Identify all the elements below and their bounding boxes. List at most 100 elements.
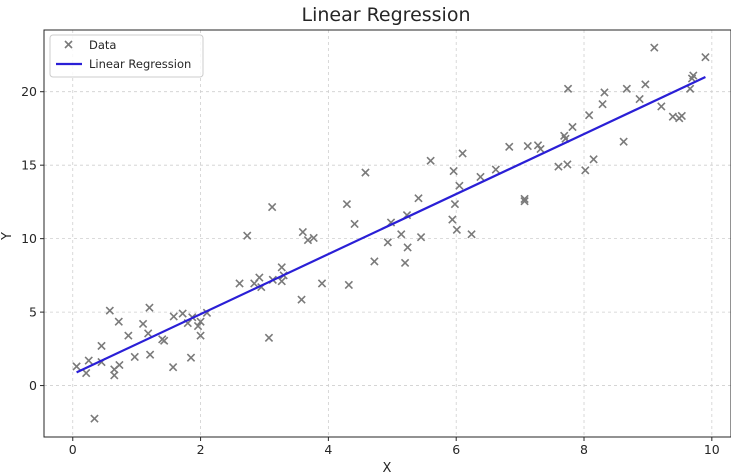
x-tick-label: 0 <box>69 442 77 457</box>
data-point <box>452 225 462 234</box>
data-point <box>584 111 594 120</box>
data-point <box>115 360 124 370</box>
data-point <box>168 363 178 372</box>
data-point <box>82 368 91 378</box>
plot-marks <box>72 43 710 423</box>
data-point <box>361 168 370 177</box>
data-point <box>186 353 196 362</box>
y-axis-label: Y <box>0 232 15 241</box>
legend: Data Linear Regression <box>49 34 204 78</box>
data-point <box>536 144 545 154</box>
data-point <box>145 303 154 312</box>
data-point <box>193 321 203 331</box>
data-point <box>145 350 155 359</box>
data-point <box>450 199 460 209</box>
data-point <box>641 80 650 89</box>
data-point <box>235 279 244 288</box>
data-point <box>598 100 607 109</box>
data-point <box>350 219 359 229</box>
y-tick-label: 10 <box>21 231 37 246</box>
data-point <box>491 165 500 174</box>
data-point <box>563 84 573 93</box>
data-point <box>619 137 628 146</box>
data-point <box>416 233 426 242</box>
y-tick-label: 15 <box>21 158 37 173</box>
data-point <box>267 202 277 212</box>
data-point <box>589 155 598 164</box>
data-point <box>520 194 529 204</box>
data-point <box>124 331 133 340</box>
data-point <box>668 112 678 121</box>
data-point <box>467 230 476 239</box>
data-point <box>458 149 467 158</box>
y-tick-label: 5 <box>29 305 37 320</box>
data-point <box>650 43 659 52</box>
data-point <box>243 231 252 240</box>
data-point <box>448 215 457 224</box>
data-point <box>277 277 286 286</box>
data-point <box>520 197 529 206</box>
data-point <box>689 71 698 80</box>
x-tick-label: 10 <box>704 442 720 457</box>
data-point <box>701 53 710 62</box>
plot-area <box>43 29 731 438</box>
data-point <box>635 94 644 104</box>
data-point <box>657 102 666 111</box>
data-point <box>397 230 406 239</box>
data-point <box>264 333 274 342</box>
regression-line <box>76 76 706 374</box>
x-tick-label: 4 <box>324 442 332 457</box>
data-point <box>297 295 306 304</box>
data-point <box>298 227 307 237</box>
x-axis-label: X <box>383 461 392 474</box>
data-point <box>90 414 99 423</box>
data-point <box>568 122 577 132</box>
x-tick-label: 8 <box>580 442 588 457</box>
y-axis: 0 5 10 15 20 <box>21 84 44 393</box>
data-point <box>130 352 139 362</box>
data-point <box>449 166 458 176</box>
data-point <box>403 243 412 252</box>
legend-label-regression: Linear Regression <box>89 57 191 71</box>
data-point <box>144 329 153 338</box>
data-point <box>97 341 106 351</box>
data-point <box>277 263 286 272</box>
x-axis: 0 2 4 6 8 10 <box>69 437 720 457</box>
data-point <box>400 258 410 268</box>
data-point <box>344 280 354 290</box>
y-tick-label: 0 <box>29 378 37 393</box>
data-point <box>72 362 81 371</box>
data-point <box>303 235 313 245</box>
data-point <box>414 194 423 203</box>
data-point <box>505 142 514 151</box>
data-point <box>426 156 435 165</box>
data-point <box>159 336 169 345</box>
data-point <box>196 331 205 340</box>
data-point <box>600 88 609 97</box>
legend-marker-data <box>64 40 73 49</box>
data-point <box>677 111 686 121</box>
data-point <box>622 84 631 93</box>
chart-title: Linear Regression <box>301 4 470 26</box>
data-point <box>169 312 178 321</box>
grid <box>44 30 731 437</box>
data-point <box>138 319 148 329</box>
data-point <box>476 172 485 182</box>
data-point <box>563 160 572 169</box>
data-point <box>105 306 114 315</box>
data-point <box>84 356 93 365</box>
data-point <box>317 279 327 288</box>
data-point <box>342 199 352 209</box>
data-point <box>196 317 205 326</box>
data-point <box>309 233 318 243</box>
x-tick-label: 2 <box>197 442 205 457</box>
data-point <box>383 238 392 247</box>
x-tick-label: 6 <box>452 442 460 457</box>
data-point <box>370 257 379 266</box>
legend-box <box>49 34 204 78</box>
legend-label-data: Data <box>89 38 116 52</box>
y-tick-label: 20 <box>21 84 37 99</box>
data-point <box>554 162 563 171</box>
data-point <box>455 181 464 190</box>
